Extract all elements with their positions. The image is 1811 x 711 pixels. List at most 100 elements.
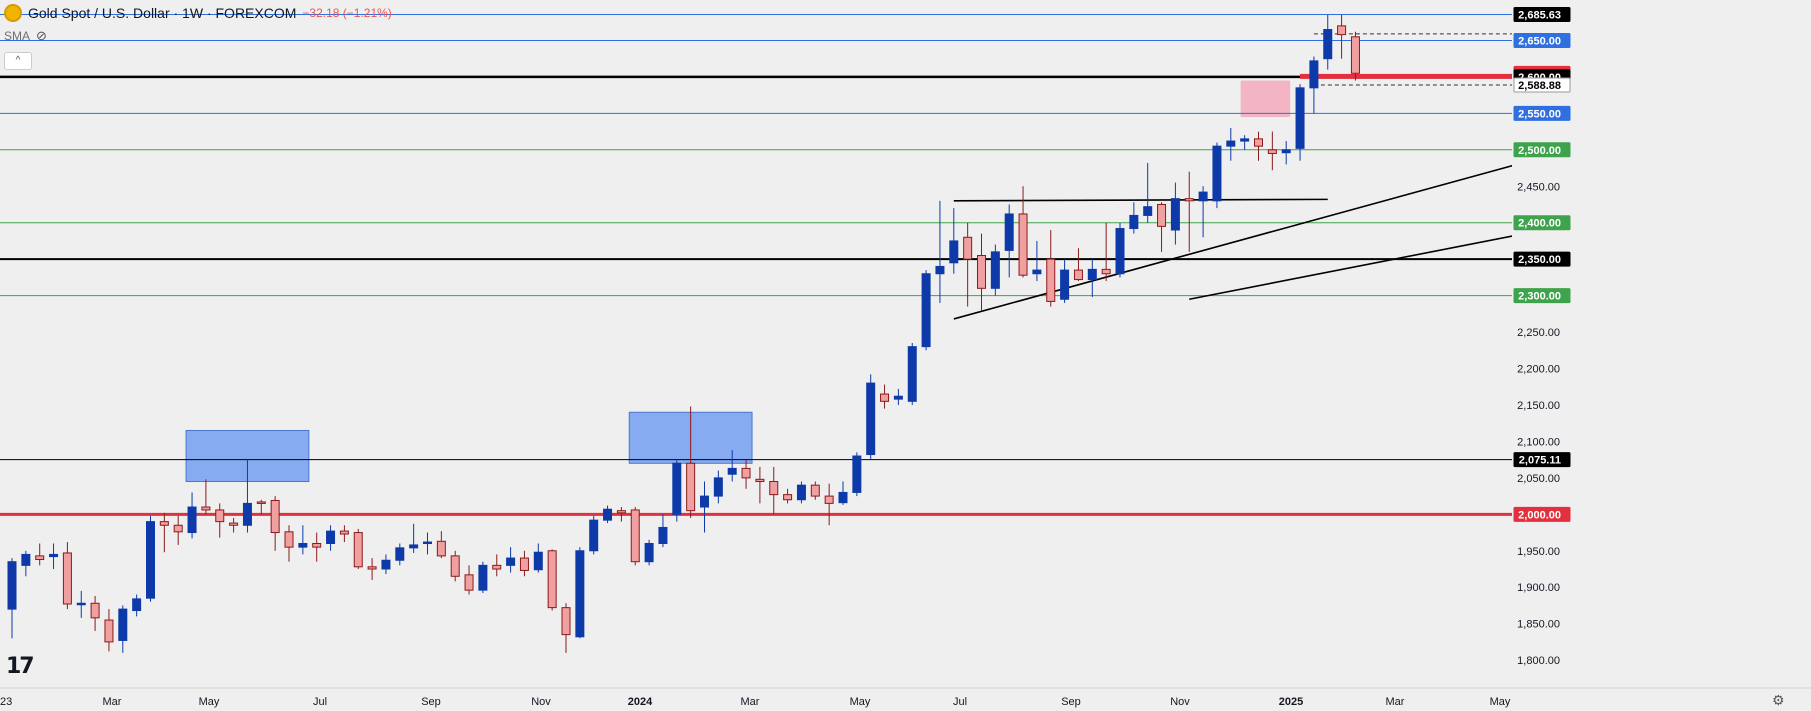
candle xyxy=(1143,162,1153,223)
candle xyxy=(616,507,626,522)
price-label-bg xyxy=(1513,452,1571,468)
candle xyxy=(450,550,460,582)
candle xyxy=(423,532,432,555)
candle xyxy=(589,515,599,555)
candle-body xyxy=(1073,269,1083,281)
settings-gear-icon[interactable]: ⚙ xyxy=(1772,692,1785,708)
candle xyxy=(215,503,225,538)
candle xyxy=(1060,259,1070,303)
candle xyxy=(1087,259,1097,298)
candle xyxy=(506,547,516,573)
candle-body xyxy=(852,455,862,493)
price-label: 2,075.11 xyxy=(1513,452,1571,468)
candle xyxy=(1032,240,1042,282)
candle xyxy=(547,549,557,611)
candle-body xyxy=(395,547,405,561)
candle xyxy=(824,483,834,526)
candle xyxy=(1129,202,1139,234)
candle-body xyxy=(492,564,502,570)
candle-body xyxy=(118,608,128,641)
drawing-zones xyxy=(185,80,1291,483)
indicator-row[interactable]: SMA ⊘ xyxy=(4,28,47,44)
price-label: 2,350.00 xyxy=(1513,251,1571,267)
candle-body xyxy=(478,564,488,591)
highlight-zone xyxy=(1240,80,1291,117)
candle xyxy=(367,558,377,580)
price-label-text: 2,400.00 xyxy=(1518,218,1561,230)
candle xyxy=(1337,14,1347,59)
candle-body xyxy=(1032,269,1042,275)
candle xyxy=(686,406,696,518)
candle-body xyxy=(769,481,779,496)
candle xyxy=(1046,230,1056,307)
candle-body xyxy=(215,509,225,523)
candle-body xyxy=(907,346,917,402)
candle-body xyxy=(630,509,640,563)
candle xyxy=(630,507,640,566)
candle xyxy=(1295,84,1305,161)
candle xyxy=(436,531,446,559)
candle xyxy=(409,523,419,553)
candle-body xyxy=(1240,138,1250,142)
candle-body xyxy=(1184,198,1194,202)
candle-body xyxy=(866,382,876,456)
y-tick-label: 1,900.00 xyxy=(1517,582,1560,594)
candle xyxy=(478,561,488,594)
candle xyxy=(1157,202,1167,252)
candle xyxy=(187,492,197,539)
support-band xyxy=(1300,73,1512,79)
candle-body xyxy=(62,552,72,605)
candle-body xyxy=(423,541,432,545)
candle-body xyxy=(1101,268,1111,275)
candle-body xyxy=(49,553,59,558)
candle-body xyxy=(229,522,239,526)
candle-body xyxy=(187,506,197,534)
candle-body xyxy=(921,273,931,348)
candle xyxy=(1184,171,1194,252)
candle xyxy=(381,554,391,575)
candle-body xyxy=(1060,269,1070,300)
candle-body xyxy=(672,462,682,515)
price-label: 2,500.00 xyxy=(1513,142,1571,158)
candle-body xyxy=(616,510,626,514)
x-tick-label: 2024 xyxy=(628,696,653,708)
x-tick-label: Mar xyxy=(103,696,122,708)
candle-body xyxy=(1157,203,1167,227)
price-label-bg xyxy=(1513,251,1571,267)
candle xyxy=(76,590,86,618)
symbol-title[interactable]: Gold Spot / U.S. Dollar · 1W · FOREXCOM xyxy=(28,5,297,21)
candle xyxy=(256,499,266,515)
horizontal-levels xyxy=(0,13,1512,516)
y-tick-label: 2,450.00 xyxy=(1517,181,1560,193)
x-tick-label: Nov xyxy=(531,696,551,708)
price-label-bg xyxy=(1513,288,1571,304)
candle-body xyxy=(1226,140,1236,147)
y-tick-label: 2,250.00 xyxy=(1517,327,1560,339)
candle-body xyxy=(686,462,696,512)
candle xyxy=(62,542,72,610)
candle xyxy=(977,233,986,311)
candle-body xyxy=(7,561,17,610)
indicator-label[interactable]: SMA xyxy=(4,29,31,43)
candle xyxy=(326,525,336,551)
candle-body xyxy=(298,542,308,548)
candle xyxy=(49,543,59,569)
eye-hidden-icon[interactable]: ⊘ xyxy=(36,28,47,43)
candle xyxy=(672,459,682,522)
candle-body xyxy=(1323,29,1333,60)
candle-body xyxy=(1295,87,1305,149)
candle xyxy=(1018,186,1028,278)
candle-body xyxy=(1004,213,1014,251)
candle-body xyxy=(464,574,474,591)
x-tick-label: May xyxy=(1490,696,1511,708)
candle-body xyxy=(700,495,709,508)
candle-body xyxy=(1143,206,1153,216)
tradingview-logo[interactable]: 17 xyxy=(6,654,35,679)
candle-body xyxy=(506,557,516,566)
candle-body xyxy=(949,240,959,264)
x-tick-label: Nov xyxy=(1170,696,1190,708)
price-label-text: 2,300.00 xyxy=(1518,291,1561,303)
candle xyxy=(492,554,502,577)
collapse-icon[interactable]: ^ xyxy=(4,52,32,70)
